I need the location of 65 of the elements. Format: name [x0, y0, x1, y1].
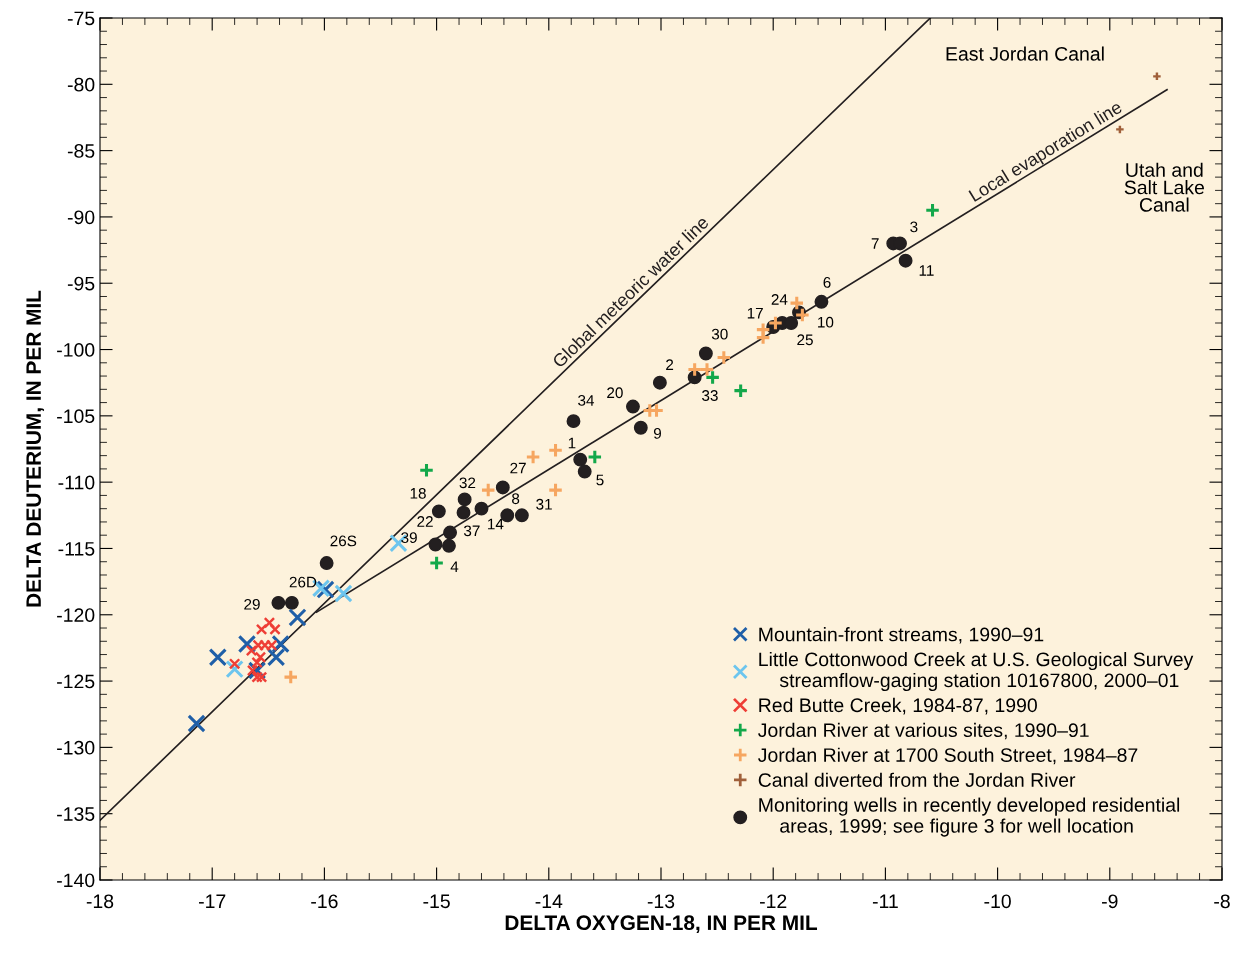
legend-label: Jordan River at various sites, 1990–91	[758, 722, 1089, 740]
x-tick-label: -13	[647, 894, 675, 909]
x-tick-label: -16	[311, 894, 338, 909]
annotation: 37	[463, 525, 480, 537]
y-tick-label: -110	[58, 475, 95, 490]
x-tick-label: -10	[984, 894, 1011, 909]
y-tick-label: -120	[57, 608, 95, 623]
annotation: 5	[596, 474, 604, 486]
x-tick-label: -17	[199, 894, 226, 908]
x-axis-title: DELTA OXYGEN-18, IN PER MIL	[505, 915, 818, 934]
annotation: 11	[919, 265, 934, 276]
y-tick-label: -85	[67, 144, 95, 158]
annotation: Utah and Salt Lake Canal	[1124, 162, 1205, 212]
annotation: 27	[510, 462, 526, 474]
legend-label: Red Butte Creek, 1984-87, 1990	[759, 697, 1037, 715]
annotation: 20	[607, 387, 623, 399]
x-tick-label: -11	[872, 894, 898, 908]
y-tick-label: -80	[67, 77, 95, 92]
annotation: 22	[417, 516, 433, 527]
x-tick-label: -12	[760, 894, 787, 908]
legend-label: Jordan River at 1700 South Street, 1984–87	[758, 747, 1138, 765]
annotation: 10	[818, 316, 834, 328]
annotation: 7	[871, 238, 879, 249]
y-axis-title: DELTA DEUTERIUM, IN PER MIL	[26, 290, 45, 607]
annotation: 24	[771, 294, 788, 305]
annotation: 25	[797, 334, 813, 346]
annotation: 14	[488, 518, 504, 530]
x-tick-label: -15	[423, 894, 450, 909]
annotation: 31	[536, 498, 552, 510]
annotation: 32	[459, 477, 476, 489]
legend-label: Canal diverted from the Jordan River	[758, 772, 1076, 787]
y-tick-label: -95	[67, 276, 95, 291]
annotation: 6	[823, 277, 831, 288]
x-tick-label: -18	[86, 894, 114, 909]
annotation: 29	[244, 598, 260, 610]
annotation: 1	[568, 437, 576, 449]
y-tick-label: -125	[57, 674, 95, 689]
annotation: 34	[578, 394, 595, 406]
legend-label: Mountain-front streams, 1990–91	[759, 627, 1044, 644]
annotation: 2	[666, 359, 674, 370]
y-tick-label: -100	[57, 343, 95, 357]
annotation: 3	[910, 221, 918, 233]
annotation: 30	[711, 328, 728, 340]
legend-label: Little Cottonwood Creek at U.S. Geological Survey streamflow-gaging station 10167800, 2000–01	[759, 651, 1194, 692]
x-tick-label: -8	[1214, 894, 1230, 909]
y-tick-label: -115	[58, 542, 95, 556]
annotation: 17	[747, 307, 763, 319]
y-tick-label: -90	[67, 210, 95, 225]
y-tick-label: -105	[57, 409, 95, 424]
annotation: 8	[512, 493, 520, 505]
legend-label: Monitoring wells in recently developed residential areas, 1999; see figure 3 for well location	[759, 797, 1180, 837]
y-tick-label: -130	[57, 740, 95, 755]
x-tick-label: -9	[1102, 894, 1118, 909]
annotation: 18	[410, 487, 426, 499]
annotation: East Jordan Canal	[946, 46, 1104, 61]
annotation: 4	[450, 561, 459, 572]
x-tick-label: -14	[535, 894, 563, 908]
y-tick-label: -135	[57, 807, 95, 821]
y-tick-label: -75	[67, 11, 95, 26]
annotation: 26S	[330, 535, 357, 547]
y-tick-label: -140	[57, 873, 95, 888]
annotation: 26D	[289, 576, 317, 588]
annotation: 9	[653, 428, 661, 439]
annotation: 33	[702, 390, 718, 401]
annotation: 39	[401, 532, 417, 544]
